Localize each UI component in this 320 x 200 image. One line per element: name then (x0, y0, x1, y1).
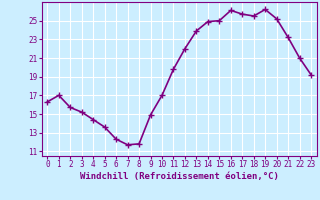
X-axis label: Windchill (Refroidissement éolien,°C): Windchill (Refroidissement éolien,°C) (80, 172, 279, 181)
